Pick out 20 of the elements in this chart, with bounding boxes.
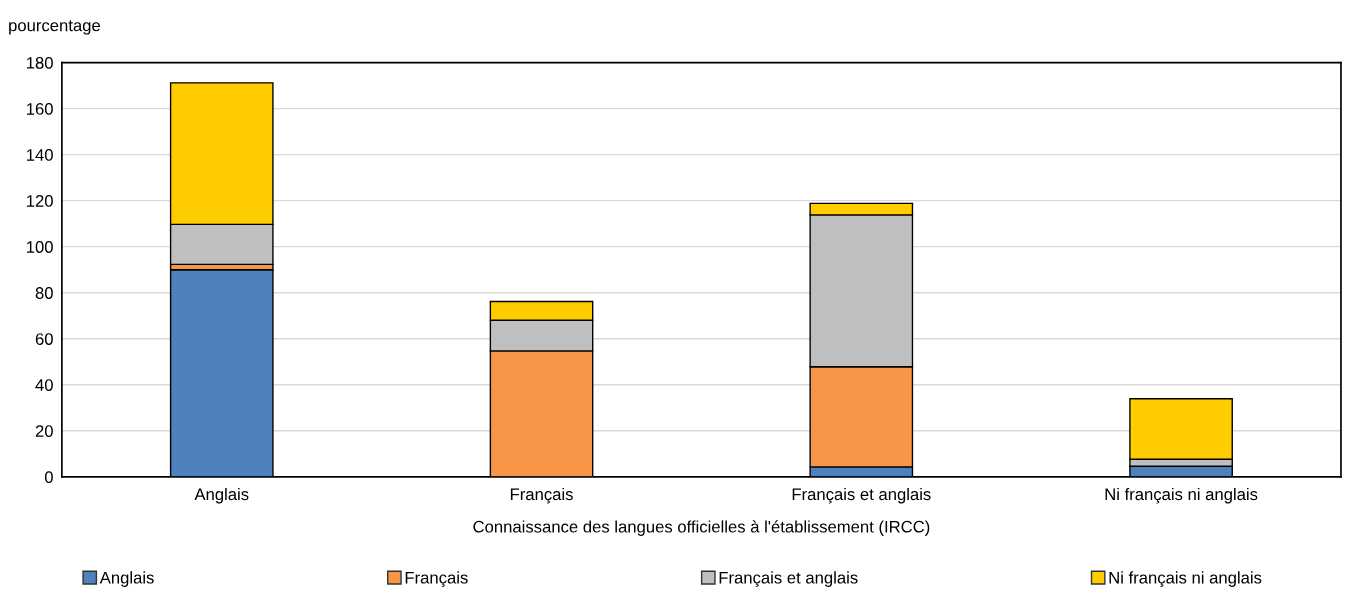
y-tick-label: 180 <box>27 56 53 69</box>
y-tick-label: 60 <box>35 333 53 345</box>
y-tick-label: 40 <box>35 379 53 391</box>
legend-label: Anglais <box>99 571 154 587</box>
y-tick-label: 80 <box>35 287 53 299</box>
y-tick-label: 0 <box>44 471 53 483</box>
y-tick-label: 120 <box>27 195 53 207</box>
y-tick-label: 160 <box>27 103 53 115</box>
x-tick-label: Français <box>510 487 573 504</box>
x-tick-label: Anglais <box>194 487 249 504</box>
y-tick-label: 100 <box>27 241 53 253</box>
legend-label: Ni français ni anglais <box>1109 571 1262 587</box>
y-axis-title: pourcentage <box>9 20 100 35</box>
legend-label: Français et anglais <box>719 571 858 587</box>
y-tick-label: 140 <box>27 149 53 161</box>
x-axis-title: Connaissance des langues officielles à l'établissement (IRCC) <box>473 520 930 536</box>
y-tick-label: 20 <box>35 425 53 437</box>
legend-label: Français <box>405 571 468 587</box>
x-tick-label: Ni français ni anglais <box>1105 487 1258 504</box>
x-tick-label: Français et anglais <box>792 487 931 504</box>
